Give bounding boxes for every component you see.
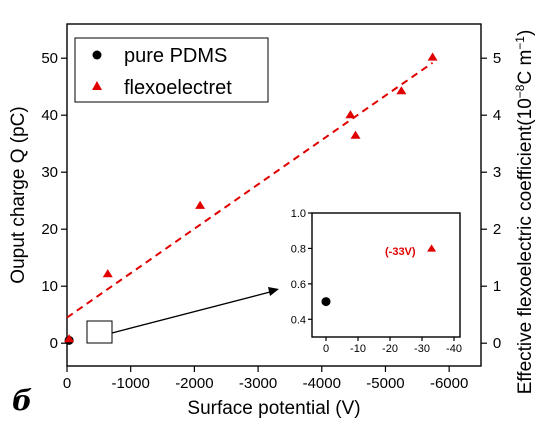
inset-x-tick-label: -10 bbox=[350, 343, 366, 355]
legend-marker-flexoelectret bbox=[92, 81, 102, 90]
x-tick-label: -1000 bbox=[112, 375, 150, 392]
flexoelectret-point bbox=[350, 130, 361, 139]
zoom-arrowhead bbox=[268, 287, 279, 296]
inset-flexoelectret-point bbox=[427, 244, 437, 252]
inset-x-tick-label: -40 bbox=[446, 343, 462, 355]
x-tick-label: 0 bbox=[63, 375, 71, 392]
y-tick-label: 0 bbox=[50, 335, 58, 352]
panel-label: б bbox=[12, 384, 32, 417]
inset-y-axis-ticks: 0.4 0.6 0.8 1.0 bbox=[291, 208, 312, 326]
flexoelectret-point bbox=[427, 52, 438, 61]
x-tick-label: -4000 bbox=[303, 375, 341, 392]
legend-marker-pure-pdms bbox=[92, 50, 102, 60]
y-axis-title: Ouput charge Q (pC) bbox=[8, 106, 29, 283]
inset-x-tick-label: -30 bbox=[414, 343, 430, 355]
data-points bbox=[64, 52, 438, 345]
legend-label-flexoelectret: flexoelectret bbox=[124, 77, 232, 99]
inset-x-tick-label: 0 bbox=[323, 343, 329, 355]
x-axis-title: Surface potential (V) bbox=[187, 398, 360, 419]
right-y-axis-title: Effective flexoelectric coefficient(10−8… bbox=[513, 30, 536, 395]
flexoelectret-point bbox=[195, 200, 206, 209]
flexoelectret-point bbox=[396, 86, 407, 95]
right-y-tick-label: 0 bbox=[493, 335, 501, 352]
inset-annotation: (-33V) bbox=[385, 246, 416, 258]
right-y-tick-label: 2 bbox=[493, 221, 501, 238]
inset-frame bbox=[311, 212, 461, 338]
y-tick-label: 50 bbox=[41, 50, 58, 67]
y-tick-label: 30 bbox=[41, 164, 58, 181]
right-y-axis-ticks: 0 1 2 3 4 5 bbox=[481, 50, 501, 352]
right-y-tick-label: 1 bbox=[493, 278, 501, 295]
inset-y-tick-label: 0.8 bbox=[291, 243, 306, 255]
flexoelectret-point bbox=[102, 269, 113, 278]
y-axis-ticks: 0 10 20 30 40 50 bbox=[41, 50, 67, 352]
inset-x-tick-label: -20 bbox=[382, 343, 398, 355]
flexoelectret-point bbox=[345, 110, 356, 119]
fit-line bbox=[66, 61, 434, 319]
zoom-region-box bbox=[86, 320, 113, 344]
right-y-tick-label: 4 bbox=[493, 107, 501, 124]
right-y-tick-label: 5 bbox=[493, 50, 501, 67]
x-tick-label: -2000 bbox=[175, 375, 213, 392]
inset-y-tick-label: 0.4 bbox=[291, 314, 306, 326]
x-tick-label: -3000 bbox=[239, 375, 277, 392]
flexoelectret-point bbox=[64, 334, 75, 343]
legend-label-pure-pdms: pure PDMS bbox=[124, 45, 227, 67]
inset-x-axis-ticks: 0 -10 -20 -30 -40 bbox=[323, 337, 462, 355]
plot-frame bbox=[66, 23, 482, 367]
right-y-tick-label: 3 bbox=[493, 164, 501, 181]
x-axis-ticks: 0 -1000 -2000 -3000 -4000 -5000 -6000 bbox=[63, 366, 468, 392]
y-tick-label: 10 bbox=[41, 278, 58, 295]
y-tick-label: 40 bbox=[41, 107, 58, 124]
legend: pure PDMS flexoelectret bbox=[74, 37, 269, 103]
zoom-arrow bbox=[111, 291, 271, 334]
inset-y-tick-label: 1.0 bbox=[291, 208, 306, 220]
legend-box bbox=[74, 37, 269, 103]
inset-pure-pdms-point bbox=[321, 297, 331, 307]
inset-data-points bbox=[321, 244, 437, 307]
x-tick-label: -5000 bbox=[366, 375, 404, 392]
inset-chart: 0 -10 -20 -30 -40 0.4 0.6 0.8 1.0 (-33V) bbox=[291, 208, 462, 355]
y-tick-label: 20 bbox=[41, 221, 58, 238]
x-tick-label: -6000 bbox=[430, 375, 468, 392]
inset-y-tick-label: 0.6 bbox=[291, 279, 306, 291]
